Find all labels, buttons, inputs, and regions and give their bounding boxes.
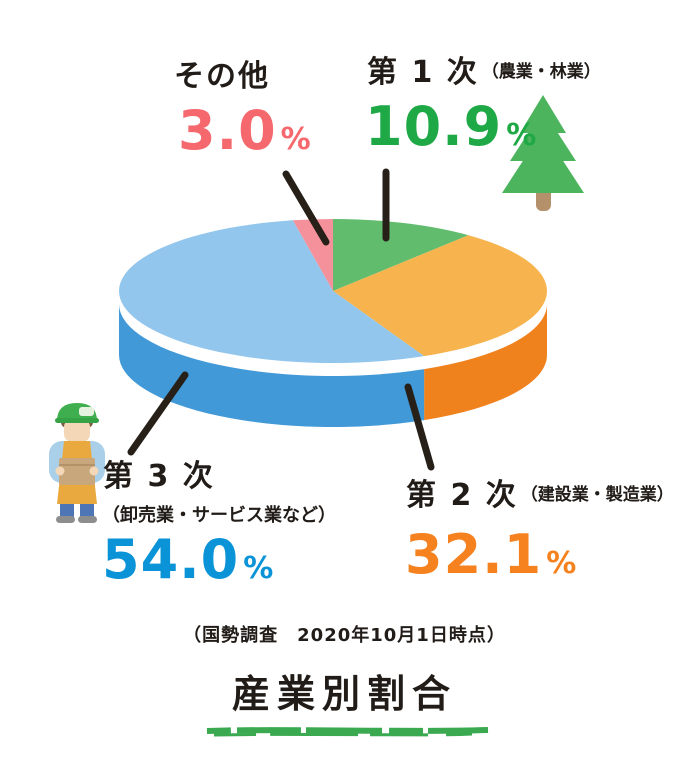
value-secondary: 32.1 % [405, 528, 576, 582]
leader-line-other [282, 170, 330, 246]
leader-lines [127, 168, 435, 471]
value-primary: 10.9 % [365, 100, 536, 154]
worker-icon [49, 403, 105, 523]
pine-tree-icon [502, 95, 584, 211]
label-primary: 第 1 次 （農業・林業） [367, 57, 601, 89]
pie-slice-primary [333, 219, 469, 291]
worker-hand-left [55, 466, 65, 476]
worker-shoe-left [56, 516, 75, 523]
label-primary-text: 第 1 次 [367, 55, 479, 90]
value-tertiary-number: 54.0 [102, 528, 240, 591]
label-primary-sub: （農業・林業） [481, 61, 601, 82]
page-title: 産業別割合 [231, 672, 457, 716]
label-secondary-sub: （建設業・製造業） [520, 484, 674, 505]
tree-tier-bottom [502, 130, 584, 193]
value-secondary-number: 32.1 [405, 523, 543, 586]
value-other-unit: % [280, 122, 311, 157]
value-primary-number: 10.9 [365, 95, 503, 158]
label-secondary: 第 2 次 （建設業・製造業） [406, 480, 674, 512]
worker-shoe-right [78, 516, 97, 523]
value-other: 3.0 % [178, 104, 311, 158]
worker-cap-brim [55, 418, 99, 423]
leader-line-secondary [404, 383, 435, 471]
worker-cap-panel [79, 407, 94, 416]
label-other-text: その他 [174, 59, 270, 94]
leader-line-tertiary [127, 371, 189, 456]
title-underline [206, 727, 489, 737]
value-secondary-unit: % [546, 546, 577, 581]
worker-face [64, 419, 90, 442]
value-other-number: 3.0 [178, 99, 277, 162]
label-tertiary-text: 第 3 次 [103, 459, 215, 494]
value-tertiary-unit: % [243, 551, 274, 586]
pie-side-secondary [424, 304, 547, 421]
value-primary-unit: % [506, 118, 537, 153]
pie-chart-3d [118, 219, 547, 428]
worker-leg-left [60, 500, 74, 520]
source-note: （国勢調査 2020年10月1日時点） [183, 625, 506, 646]
title-underline-stroke-2 [213, 732, 473, 737]
label-tertiary: 第 3 次 [103, 461, 215, 493]
worker-hand-right [89, 466, 99, 476]
title-underline-stroke-1 [206, 727, 489, 734]
pie-slice-secondary [333, 235, 547, 357]
pie-slice-tertiary [118, 220, 425, 363]
label-other: その他 [174, 61, 270, 93]
value-tertiary: 54.0 % [102, 533, 273, 587]
label-tertiary-sub: （卸売業・サービス業など） [102, 505, 336, 526]
label-secondary-text: 第 2 次 [406, 478, 518, 513]
worker-leg-right [80, 500, 94, 520]
pie-side-tertiary [118, 304, 425, 428]
